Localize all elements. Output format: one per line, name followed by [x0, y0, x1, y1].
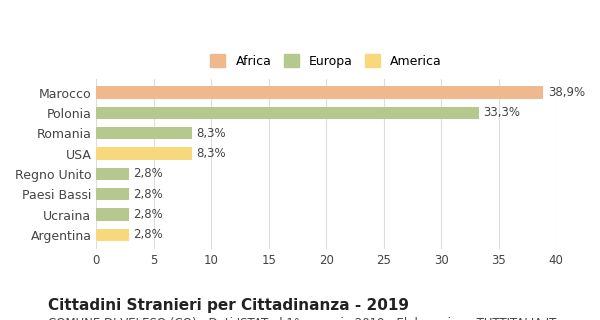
Text: Cittadini Stranieri per Cittadinanza - 2019: Cittadini Stranieri per Cittadinanza - 2… [48, 298, 409, 313]
Bar [97, 107, 479, 119]
Text: 2,8%: 2,8% [133, 228, 163, 241]
Text: COMUNE DI VELESO (CO) - Dati ISTAT al 1° gennaio 2019 - Elaborazione TUTTITALIA.: COMUNE DI VELESO (CO) - Dati ISTAT al 1°… [48, 317, 556, 320]
Bar [97, 208, 128, 221]
Bar [97, 168, 128, 180]
Text: 8,3%: 8,3% [196, 147, 226, 160]
Text: 33,3%: 33,3% [484, 106, 521, 119]
Bar [97, 86, 544, 99]
Text: 8,3%: 8,3% [196, 127, 226, 140]
Bar [97, 229, 128, 241]
Bar [97, 188, 128, 200]
Text: 38,9%: 38,9% [548, 86, 585, 99]
Text: 2,8%: 2,8% [133, 208, 163, 221]
Legend: Africa, Europa, America: Africa, Europa, America [211, 54, 442, 68]
Bar [97, 127, 192, 139]
Bar [97, 148, 192, 160]
Text: 2,8%: 2,8% [133, 167, 163, 180]
Text: 2,8%: 2,8% [133, 188, 163, 201]
